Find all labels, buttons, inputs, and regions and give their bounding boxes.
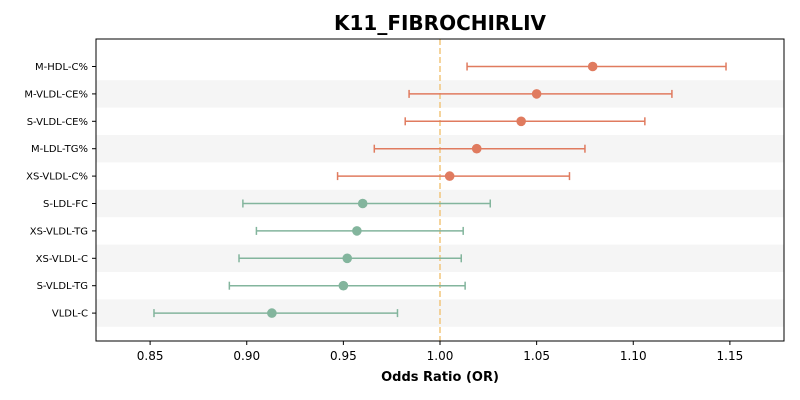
or-point [338, 280, 349, 291]
ci-row [153, 308, 399, 318]
x-tick-label: 0.85 [137, 349, 164, 363]
or-point [352, 226, 362, 236]
or-point [342, 253, 353, 264]
ci-row [336, 171, 571, 181]
y-tick-label: XS-VLDL-TG [30, 226, 88, 237]
ci-row [242, 198, 491, 209]
ci-row [228, 280, 466, 291]
ci-row [238, 253, 463, 264]
or-point [444, 171, 455, 181]
x-tick-label: 1.10 [620, 349, 647, 363]
x-axis-ticks: 0.85 0.90 0.95 1.00 1.05 1.10 1.15 [137, 341, 743, 363]
y-tick-label: XS-VLDL-C% [26, 172, 88, 183]
y-tick-label: S-LDL-FC [43, 199, 88, 210]
y-tick-label: S-VLDL-TG [37, 281, 88, 292]
ci-row [404, 116, 646, 127]
or-point [587, 61, 598, 72]
or-point [531, 89, 542, 99]
ci-row [255, 226, 464, 236]
or-point [516, 116, 526, 127]
x-tick-label: 1.05 [523, 349, 550, 363]
y-tick-label: M-VLDL-CE% [24, 89, 88, 100]
y-axis-labels: M-HDL-C% M-VLDL-CE% S-VLDL-CE% M-LDL-TG% XS-… [24, 62, 96, 320]
ci-row [408, 89, 673, 99]
or-point [267, 308, 277, 318]
y-tick-label: XS-VLDL-C [36, 254, 88, 265]
y-tick-label: S-VLDL-CE% [27, 117, 88, 128]
x-tick-label: 1.15 [717, 349, 744, 363]
x-axis-label: Odds Ratio (OR) [381, 370, 499, 385]
x-tick-label: 1.00 [427, 349, 454, 363]
x-tick-label: 0.95 [330, 349, 357, 363]
x-tick-label: 0.90 [233, 349, 260, 363]
y-tick-label: M-HDL-C% [35, 62, 88, 73]
or-point [357, 198, 368, 209]
ci-row [373, 143, 586, 154]
ci-row [466, 61, 727, 72]
y-tick-label: M-LDL-TG% [31, 144, 88, 155]
or-point [471, 143, 482, 154]
chart-title: K11_FIBROCHIRLIV [334, 11, 547, 35]
ci-marks [153, 61, 727, 318]
y-tick-label: VLDL-C [52, 309, 88, 320]
